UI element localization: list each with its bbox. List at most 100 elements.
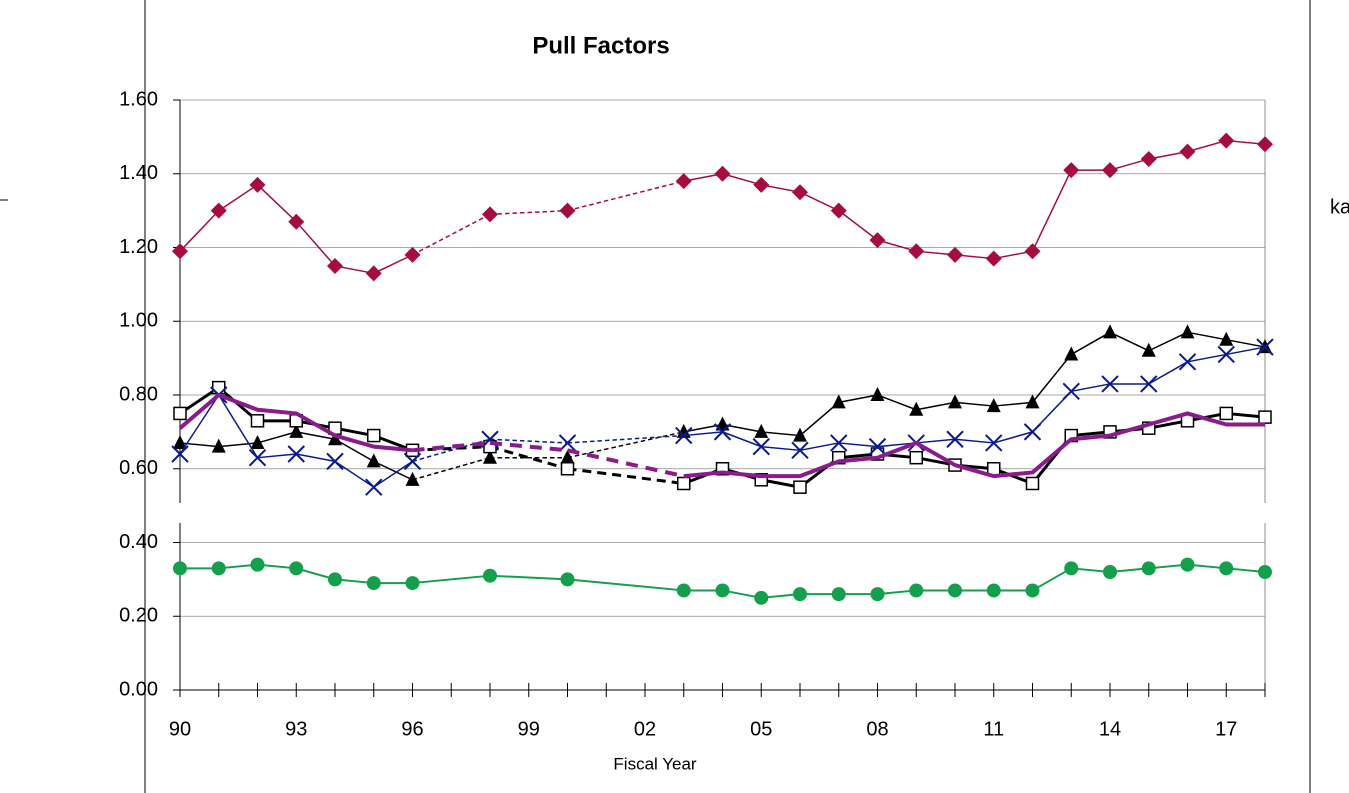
marker <box>1024 243 1041 260</box>
x-tick-label: 11 <box>983 718 1004 740</box>
y-tick-label: 0.00 <box>119 678 158 700</box>
marker <box>676 423 691 438</box>
marker <box>289 561 304 576</box>
marker <box>713 423 732 441</box>
marker <box>173 406 187 421</box>
marker <box>1218 132 1235 149</box>
marker <box>948 583 962 598</box>
marker <box>868 437 887 456</box>
marker <box>831 587 846 602</box>
y-tick-label: 0.80 <box>119 383 158 405</box>
marker <box>327 257 343 274</box>
marker <box>1102 162 1118 179</box>
gap-line <box>567 467 684 485</box>
marker <box>675 173 692 190</box>
marker <box>287 445 305 463</box>
marker <box>249 176 266 193</box>
y-tick-label: 1.40 <box>119 162 158 184</box>
marker <box>172 243 188 260</box>
marker <box>986 583 1001 598</box>
y-tick-label: 0.40 <box>119 531 158 553</box>
marker <box>1179 143 1196 160</box>
marker <box>366 576 381 591</box>
series-line <box>683 346 1266 452</box>
marker <box>558 434 577 452</box>
marker <box>675 426 693 445</box>
marker <box>1219 331 1234 346</box>
marker <box>909 450 923 465</box>
gap-line <box>412 440 491 453</box>
marker <box>793 587 807 602</box>
gap-line <box>489 574 568 581</box>
marker <box>1219 561 1234 576</box>
marker <box>211 561 226 576</box>
series-line <box>683 563 1266 599</box>
gap-line <box>567 180 684 212</box>
x-tick-label: 90 <box>169 718 191 740</box>
marker <box>1023 423 1042 441</box>
gap-line <box>412 438 491 463</box>
marker <box>1103 565 1117 579</box>
marker <box>365 265 382 282</box>
marker <box>908 243 925 260</box>
marker <box>1256 338 1274 356</box>
series-line <box>683 139 1266 260</box>
marker <box>830 434 848 452</box>
gap-line <box>489 438 568 444</box>
marker <box>1180 324 1195 339</box>
gap-line <box>412 445 491 452</box>
marker <box>405 471 420 486</box>
clipped-legend-text: ka <box>1330 196 1349 218</box>
series-line <box>683 411 1266 489</box>
marker <box>328 572 342 587</box>
marker <box>250 414 265 428</box>
marker <box>248 448 267 467</box>
marker <box>1064 561 1079 576</box>
marker <box>792 184 808 201</box>
marker <box>830 202 847 219</box>
marker <box>250 434 265 449</box>
marker <box>1063 162 1080 179</box>
marker <box>831 394 846 409</box>
x-tick-label: 02 <box>634 718 656 740</box>
x-tick-label: 99 <box>518 718 540 740</box>
marker <box>328 431 342 446</box>
marker <box>1140 151 1157 167</box>
chart-frame <box>144 0 1311 793</box>
gap-line <box>412 456 491 481</box>
series-line <box>178 393 413 453</box>
marker <box>1217 345 1235 364</box>
marker <box>173 561 187 576</box>
marker <box>288 213 305 230</box>
marker <box>366 453 381 468</box>
marker <box>1258 410 1272 424</box>
marker <box>560 462 575 476</box>
y-tick-label: 1.00 <box>119 310 158 332</box>
marker <box>948 394 962 409</box>
marker <box>365 478 383 496</box>
marker <box>405 576 420 591</box>
marker <box>1257 136 1273 153</box>
marker <box>754 590 769 605</box>
marker <box>753 176 770 193</box>
marker <box>715 583 730 598</box>
axis-break <box>168 503 1277 523</box>
marker <box>714 165 731 182</box>
marker <box>947 246 963 263</box>
marker <box>483 568 497 583</box>
marker <box>870 387 885 401</box>
gap-line <box>489 440 568 453</box>
gap-line <box>489 445 568 471</box>
marker <box>1180 557 1195 572</box>
marker <box>1025 394 1040 409</box>
marker <box>909 583 924 598</box>
y-tick-label: 1.20 <box>119 236 158 258</box>
marker <box>985 434 1003 452</box>
x-axis-title: Fiscal Year <box>613 754 696 773</box>
marker <box>326 452 344 471</box>
marker <box>1258 565 1272 579</box>
marker <box>793 427 807 442</box>
gap-line <box>567 434 684 444</box>
x-tick-label: 17 <box>1215 718 1237 740</box>
